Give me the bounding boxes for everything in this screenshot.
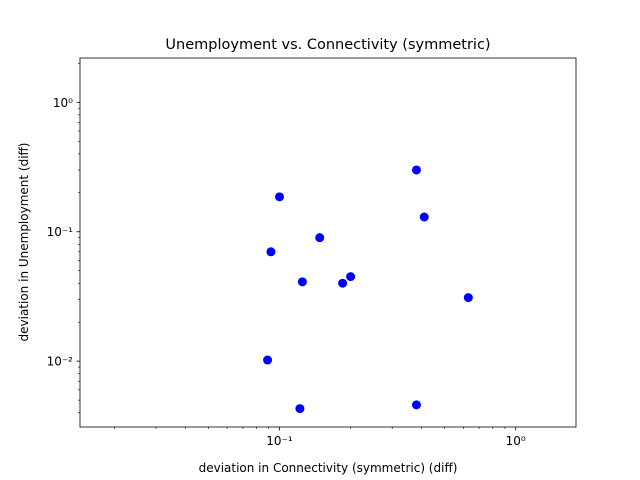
y-tick-label: 10⁰	[53, 96, 73, 110]
x-axis-ticks: 10⁻¹ 10⁰	[114, 427, 526, 448]
data-point	[263, 355, 273, 365]
x-tick-label: 10⁰	[506, 434, 526, 448]
y-axis-ticks: 10⁻² 10⁻¹ 10⁰	[47, 63, 80, 413]
data-point	[346, 272, 356, 282]
data-point	[275, 192, 285, 202]
y-tick-label: 10⁻¹	[47, 225, 74, 239]
data-point	[297, 277, 307, 287]
data-point	[411, 165, 421, 175]
data-point	[338, 278, 348, 288]
data-point	[295, 404, 305, 414]
plot-area: 10⁻¹ 10⁰ 10⁻² 10⁻¹ 10⁰	[47, 57, 577, 448]
data-points	[263, 165, 473, 414]
y-axis-label: deviation in Unemployment (diff)	[17, 143, 31, 342]
x-tick-label: 10⁻¹	[266, 434, 293, 448]
axes-frame	[79, 57, 577, 428]
chart-title: Unemployment vs. Connectivity (symmetric…	[165, 37, 490, 53]
data-point	[411, 400, 421, 410]
data-point	[419, 212, 429, 222]
x-axis-label: deviation in Connectivity (symmetric) (d…	[199, 461, 458, 475]
y-tick-label: 10⁻²	[47, 355, 74, 369]
data-point	[463, 293, 473, 303]
data-point	[315, 233, 325, 243]
data-point	[266, 247, 276, 257]
